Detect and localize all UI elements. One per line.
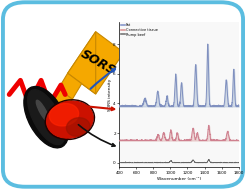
Legend: Fat, Connective tissue, Rump beef: Fat, Connective tissue, Rump beef bbox=[121, 23, 158, 36]
Ellipse shape bbox=[49, 104, 79, 126]
Ellipse shape bbox=[24, 87, 69, 148]
Y-axis label: SORS intensity: SORS intensity bbox=[108, 78, 112, 111]
Ellipse shape bbox=[36, 100, 49, 122]
Polygon shape bbox=[68, 32, 124, 94]
X-axis label: Wavenumber (cm⁻¹): Wavenumber (cm⁻¹) bbox=[157, 177, 201, 181]
Text: SORS: SORS bbox=[79, 48, 118, 78]
Polygon shape bbox=[68, 32, 96, 94]
Ellipse shape bbox=[28, 90, 65, 145]
Polygon shape bbox=[54, 89, 72, 110]
Polygon shape bbox=[58, 73, 82, 99]
Ellipse shape bbox=[66, 118, 90, 136]
Ellipse shape bbox=[46, 101, 93, 138]
